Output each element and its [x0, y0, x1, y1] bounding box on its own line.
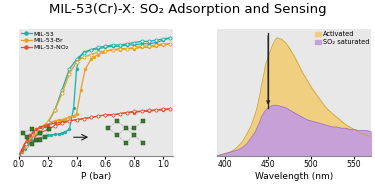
Text: MIL-53(Cr)-X: SO₂ Adsorption and Sensing: MIL-53(Cr)-X: SO₂ Adsorption and Sensing — [49, 3, 326, 16]
Legend: Activated, SO₂ saturated: Activated, SO₂ saturated — [314, 31, 370, 46]
Legend: MIL-53, MIL-53-Br, MIL-53-NO₂: MIL-53, MIL-53-Br, MIL-53-NO₂ — [20, 31, 70, 51]
X-axis label: P (bar): P (bar) — [81, 172, 111, 181]
X-axis label: Wavelength (nm): Wavelength (nm) — [255, 172, 333, 181]
